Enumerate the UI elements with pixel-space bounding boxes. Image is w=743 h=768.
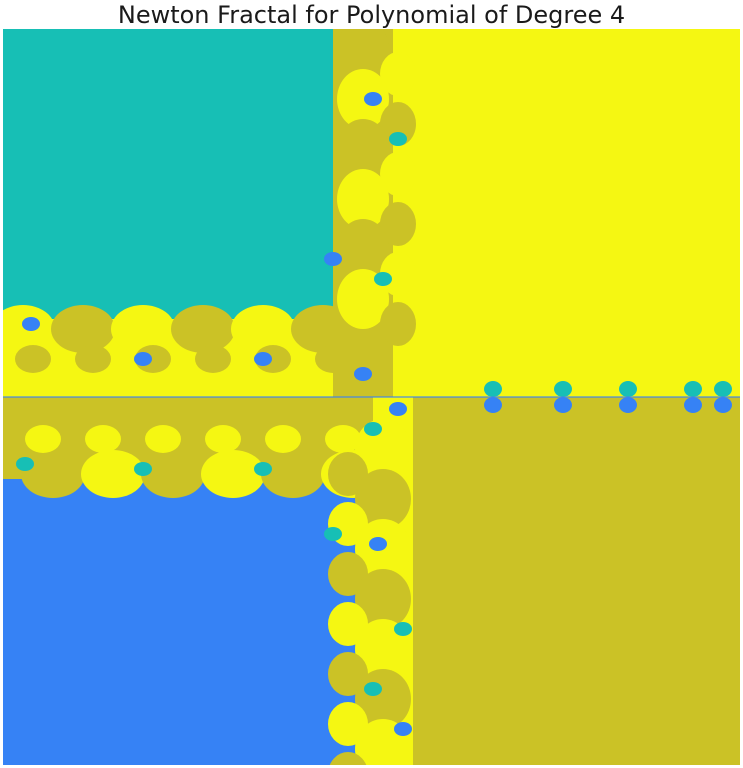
fractal-lobe-31 bbox=[380, 102, 416, 146]
fractal-lobe-19 bbox=[261, 450, 325, 498]
fractal-lobe-25 bbox=[325, 425, 361, 453]
fractal-lobe-3 bbox=[21, 450, 85, 498]
fractal-lobe-60 bbox=[364, 422, 382, 436]
fractal-lobe-17 bbox=[205, 425, 241, 453]
fractal-lobe-57 bbox=[364, 92, 382, 106]
fractal-lobe-18 bbox=[231, 305, 295, 353]
fractal-lobe-75 bbox=[554, 397, 572, 413]
fractal-lobe-51 bbox=[328, 702, 368, 746]
fractal-lobe-61 bbox=[324, 527, 342, 541]
fractal-lobe-30 bbox=[337, 69, 389, 129]
fractal-lobe-21 bbox=[265, 425, 301, 453]
fractal-lobe-10 bbox=[111, 305, 175, 353]
fractal-lobe-32 bbox=[337, 119, 389, 179]
fractal-lobe-13 bbox=[145, 425, 181, 453]
fractal-lobe-81 bbox=[714, 397, 732, 413]
fractal-lobe-11 bbox=[141, 450, 205, 498]
fractal-lobe-65 bbox=[394, 722, 412, 736]
fractal-lobe-38 bbox=[337, 269, 389, 329]
fractal-boundary bbox=[3, 29, 740, 765]
fractal-lobe-64 bbox=[364, 682, 382, 696]
fractal-lobe-72 bbox=[484, 381, 502, 397]
fractal-lobe-4 bbox=[15, 345, 51, 373]
fractal-lobe-82 bbox=[3, 396, 740, 398]
basin-bottom-right bbox=[373, 397, 740, 765]
fractal-lobe-20 bbox=[255, 345, 291, 373]
fractal-plot bbox=[3, 29, 740, 765]
fractal-lobe-41 bbox=[328, 452, 368, 496]
fractal-lobe-67 bbox=[134, 462, 152, 476]
fractal-lobe-33 bbox=[380, 152, 416, 196]
fractal-lobe-56 bbox=[254, 352, 272, 366]
fractal-lobe-15 bbox=[201, 450, 265, 498]
basin-top-right bbox=[353, 29, 740, 399]
fractal-lobe-71 bbox=[374, 272, 392, 286]
fractal-lobe-5 bbox=[25, 425, 61, 453]
fractal-lobe-49 bbox=[328, 652, 368, 696]
fractal-lobe-36 bbox=[337, 219, 389, 279]
fractal-lobe-8 bbox=[75, 345, 111, 373]
fractal-lobe-74 bbox=[554, 381, 572, 397]
fractal-lobe-54 bbox=[22, 317, 40, 331]
fractal-lobe-53 bbox=[329, 752, 367, 765]
fractal-lobe-29 bbox=[380, 52, 416, 96]
fractal-lobe-66 bbox=[16, 457, 34, 471]
fractal-lobe-78 bbox=[684, 381, 702, 397]
fractal-lobe-7 bbox=[81, 450, 145, 498]
fractal-lobe-69 bbox=[389, 132, 407, 146]
fractal-lobe-42 bbox=[355, 469, 411, 529]
plot-title: Newton Fractal for Polynomial of Degree … bbox=[117, 1, 626, 29]
fractal-lobe-80 bbox=[714, 381, 732, 397]
fractal-lobe-45 bbox=[328, 552, 368, 596]
fractal-lobe-79 bbox=[684, 397, 702, 413]
fractal-lobe-68 bbox=[254, 462, 272, 476]
fractal-lobe-62 bbox=[369, 537, 387, 551]
fractal-lobe-59 bbox=[389, 402, 407, 416]
fractal-lobe-16 bbox=[195, 345, 231, 373]
fractal-lobe-34 bbox=[337, 169, 389, 229]
fractal-lobe-73 bbox=[484, 397, 502, 413]
fractal-lobe-9 bbox=[85, 425, 121, 453]
fractal-lobe-46 bbox=[355, 569, 411, 629]
fractal-lobe-39 bbox=[380, 302, 416, 346]
fractal-lobe-76 bbox=[619, 381, 637, 397]
fractal-lobe-6 bbox=[51, 305, 115, 353]
fractal-lobe-14 bbox=[171, 305, 235, 353]
fractal-lobe-55 bbox=[134, 352, 152, 366]
fractal-lobe-70 bbox=[324, 252, 342, 266]
fractal-lobe-35 bbox=[380, 202, 416, 246]
fractal-lobe-37 bbox=[380, 252, 416, 296]
fractal-lobe-58 bbox=[354, 367, 372, 381]
fractal-lobe-63 bbox=[394, 622, 412, 636]
fractal-lobe-12 bbox=[135, 345, 171, 373]
fractal-lobe-47 bbox=[328, 602, 368, 646]
fractal-image bbox=[3, 29, 740, 765]
fractal-lobe-28 bbox=[337, 29, 389, 79]
fractal-lobe-77 bbox=[619, 397, 637, 413]
